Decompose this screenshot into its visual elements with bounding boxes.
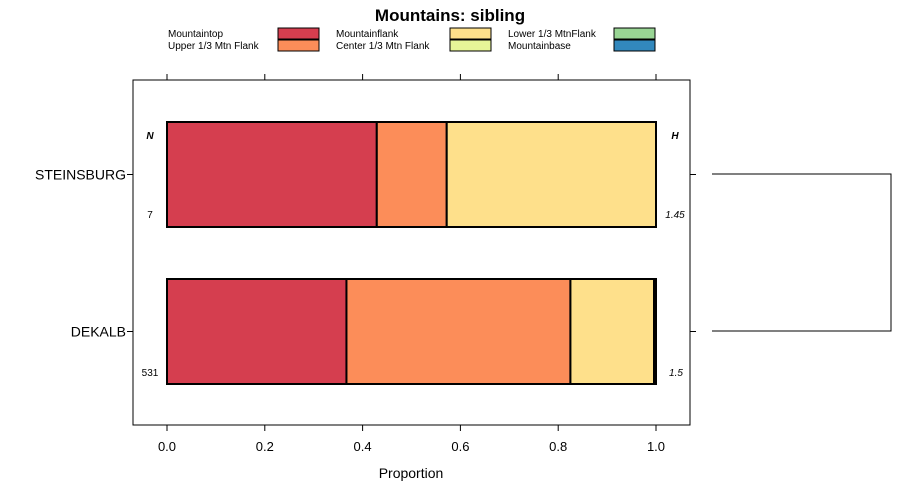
x-tick-label: 0.6: [451, 439, 469, 454]
legend-swatch: [449, 27, 492, 40]
x-tick-label: 0.8: [549, 439, 567, 454]
bar-segment: [375, 121, 448, 228]
legend-label: Mountainflank: [336, 29, 399, 40]
h-value: 1.5: [669, 368, 683, 379]
n-value: 7: [147, 210, 153, 221]
plot-frame: [132, 79, 691, 426]
legend-swatch: [277, 27, 320, 40]
legend-swatch: [613, 27, 656, 40]
legend-swatch: [449, 39, 492, 52]
bar-segment: [445, 121, 658, 228]
category-label: STEINSBURG: [35, 167, 126, 183]
legend-label: Mountainbase: [508, 41, 571, 52]
side-labels: N H 7 531 1.45 1.5: [142, 131, 686, 379]
legend-label: Upper 1/3 Mtn Flank: [168, 41, 260, 52]
legend-label: Lower 1/3 MtnFlank: [508, 29, 597, 40]
x-tick-label: 1.0: [647, 439, 665, 454]
legend-swatch: [613, 39, 656, 52]
dendrogram-branch: [712, 173, 892, 332]
bar-segment: [653, 278, 658, 385]
n-header: N: [146, 131, 154, 142]
axes: 0.0 0.2 0.4 0.6 0.8 1.0: [127, 74, 696, 454]
legend-label: Center 1/3 Mtn Flank: [336, 41, 430, 52]
dendrogram: [712, 173, 892, 332]
legend-label: Mountaintop: [168, 29, 223, 40]
x-tick-label: 0.2: [256, 439, 274, 454]
bars: STEINSBURG DEKALB: [35, 121, 658, 385]
legend-swatch: [277, 39, 320, 52]
h-value: 1.45: [665, 210, 685, 221]
bar-segment: [166, 121, 378, 228]
chart-title: Mountains: sibling: [375, 6, 525, 25]
h-header: H: [671, 131, 679, 142]
x-tick-label: 0.0: [158, 439, 176, 454]
x-axis-title: Proportion: [379, 465, 444, 481]
bar-segment: [166, 278, 348, 385]
category-label: DEKALB: [71, 324, 126, 340]
bar-segment: [345, 278, 572, 385]
bar-segment: [569, 278, 656, 385]
x-tick-label: 0.4: [354, 439, 372, 454]
n-value: 531: [142, 368, 159, 379]
